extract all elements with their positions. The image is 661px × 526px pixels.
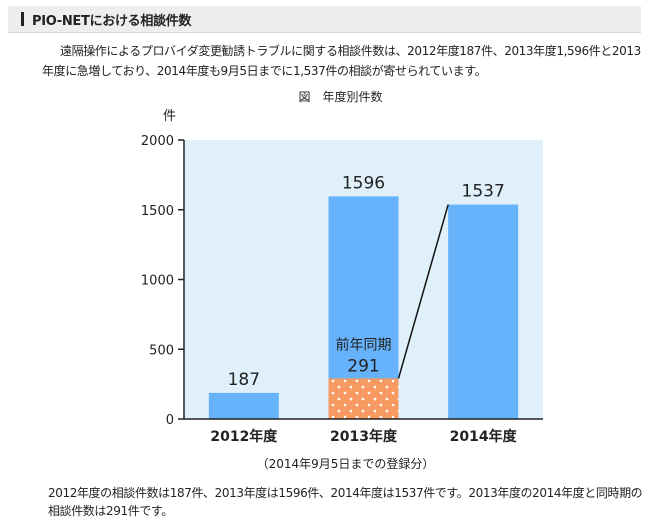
summary-paragraph: 2012年度の相談件数は187件、2013年度は1596件、2014年度は153… [48, 484, 648, 520]
y-tick-label: 1500 [141, 204, 174, 219]
y-tick-label: 500 [149, 343, 174, 358]
comparison-line [397, 204, 449, 379]
y-tick-label: 1000 [141, 274, 174, 289]
y-tick-label: 0 [166, 413, 174, 428]
chart-note-wrap: （2014年9月5日までの登録分） [0, 455, 661, 472]
chart-note: （2014年9月5日までの登録分） [256, 457, 435, 471]
bar-value-label: 1537 [462, 182, 505, 202]
summary-line-2: 相談件数は291件です。 [48, 504, 173, 518]
x-tick-label: 2014年度 [450, 428, 518, 445]
intro-line-2: 年度に急増しており、2014年度も9月5日までに1,537件の相談が寄せられてい… [42, 64, 487, 78]
intro-paragraph: 遠隔操作によるプロバイダ変更勧誘トラブルに関する相談件数は、2012年度187件… [42, 41, 642, 81]
section-header: PIO-NETにおける相談件数 [8, 6, 641, 33]
bar [448, 204, 519, 419]
bar-value-label: 1596 [342, 173, 385, 193]
bar [208, 392, 279, 419]
y-axis-unit-label: 件 [163, 109, 176, 124]
figure-caption: 図 年度別件数 [298, 90, 383, 104]
prior-period-bar [328, 378, 399, 419]
intro-line-1: 遠隔操作によるプロバイダ変更勧誘トラブルに関する相談件数は、2012年度187件… [60, 44, 641, 58]
figure-caption-wrap: 図 年度別件数 [0, 88, 661, 105]
prior-period-label: 前年同期 [336, 336, 392, 353]
x-tick-label: 2012年度 [210, 428, 278, 445]
y-tick-label: 2000 [141, 134, 174, 149]
section-title: PIO-NETにおける相談件数 [32, 14, 192, 29]
x-tick-label: 2013年度 [330, 428, 398, 445]
header-bar-marker [21, 12, 24, 26]
summary-line-1: 2012年度の相談件数は187件、2013年度は1596件、2014年度は153… [48, 486, 643, 500]
bar-value-label: 187 [228, 370, 260, 390]
prior-period-value-label: 291 [347, 356, 379, 376]
